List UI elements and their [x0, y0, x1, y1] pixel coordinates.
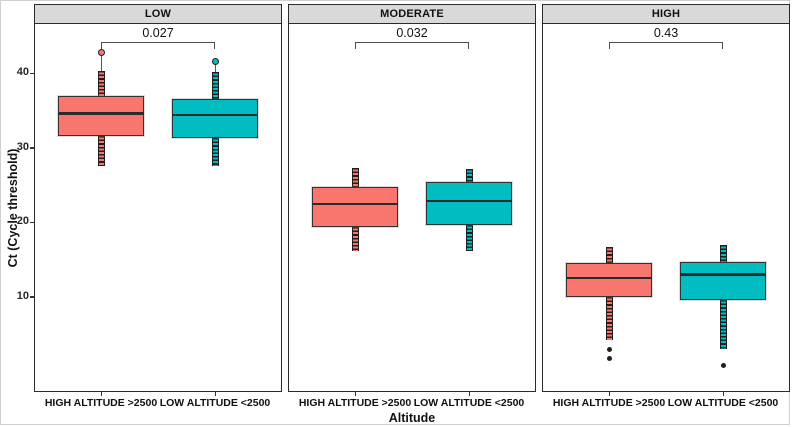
facet-panel-low: LOW 0.027 [34, 4, 282, 392]
outlier-point [97, 48, 105, 56]
jitter-points-lower [97, 135, 105, 167]
jitter-points-upper [719, 245, 727, 262]
x-tick-mark [100, 392, 102, 396]
x-tick-mark [354, 392, 356, 396]
x-tick-mark [722, 392, 724, 396]
facet-panel-high: HIGH 0.43 [542, 4, 790, 392]
x-category-label: HIGH ALTITUDE >2500 [552, 397, 666, 409]
x-tick-mark [608, 392, 610, 396]
x-tick-mark [214, 392, 216, 396]
y-tick-label: 40 [16, 66, 29, 79]
facet-header-low: LOW [34, 4, 282, 24]
significance-bracket [609, 42, 723, 49]
y-tick-mark [30, 296, 34, 298]
boxplot-box-low-altitude [172, 99, 258, 139]
plot-area-moderate: 0.032 [288, 24, 536, 392]
y-tick-label: 30 [16, 140, 29, 153]
facet-header-moderate: MODERATE [288, 4, 536, 24]
jitter-points-lower [605, 296, 613, 341]
median-line [426, 199, 512, 202]
p-value-label: 0.032 [396, 26, 428, 40]
y-tick-label: 20 [16, 215, 29, 228]
median-line [58, 112, 144, 115]
jitter-points-lower [465, 224, 473, 252]
p-value-label: 0.43 [653, 26, 679, 40]
plot-area-low: 0.027 [34, 24, 282, 392]
x-category-label: LOW ALTITUDE <2500 [159, 397, 271, 409]
median-line [172, 113, 258, 117]
jitter-points-lower [351, 226, 359, 252]
x-category-label: HIGH ALTITUDE >2500 [298, 397, 412, 409]
median-line [312, 202, 398, 205]
jitter-points-upper [211, 72, 219, 100]
jitter-points-lower [719, 299, 727, 349]
x-category-label: LOW ALTITUDE <2500 [413, 397, 525, 409]
plot-area-high: 0.43 [542, 24, 790, 392]
significance-bracket [355, 42, 469, 49]
x-tick-mark [468, 392, 470, 396]
x-category-label: LOW ALTITUDE <2500 [667, 397, 779, 409]
y-tick-mark [30, 147, 34, 149]
jitter-points-upper [351, 167, 359, 188]
x-axis-title: Altitude [388, 411, 436, 425]
boxplot-box-high-altitude [58, 96, 144, 136]
boxplot-box-low-altitude [680, 261, 766, 300]
boxplot-box-high-altitude [312, 187, 398, 227]
significance-bracket [101, 42, 215, 49]
facet-panel-moderate: MODERATE 0.032 [288, 4, 536, 392]
y-tick-label: 10 [16, 289, 29, 302]
jitter-points-upper [97, 70, 105, 97]
outlier-point [606, 356, 612, 362]
jitter-points-lower [211, 138, 219, 167]
outlier-point [211, 57, 219, 65]
p-value-label: 0.027 [142, 26, 174, 40]
y-tick-mark [30, 72, 34, 75]
median-line [566, 277, 652, 280]
median-line [680, 273, 766, 276]
facet-header-high: HIGH [542, 4, 790, 24]
outlier-point [606, 346, 612, 352]
x-category-label: HIGH ALTITUDE >2500 [44, 397, 158, 409]
y-tick-mark [30, 221, 34, 224]
outlier-point [720, 362, 726, 368]
boxplot-box-high-altitude [566, 263, 652, 297]
boxplot-box-low-altitude [426, 182, 512, 225]
jitter-points-upper [605, 246, 613, 264]
jitter-points-upper [465, 168, 473, 183]
